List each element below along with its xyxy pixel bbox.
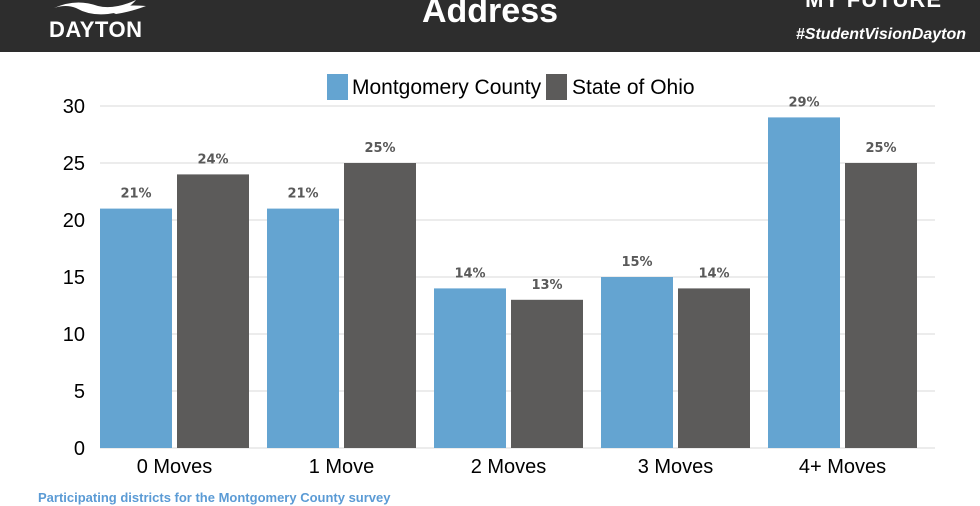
bar-montgomery [434, 288, 506, 448]
legend-label: Montgomery County [352, 76, 542, 99]
legend-swatch-ohio [546, 74, 567, 100]
bar-chart: 21% 24% 21% 25% 14% 13% 15% 14% 29% 25% 0 5 10 15 20 2… [63, 74, 935, 478]
data-label: 21% [120, 187, 151, 202]
y-tick-label: 10 [63, 324, 85, 346]
data-label: 25% [865, 141, 896, 156]
header-hashtag: #StudentVisionDayton [795, 26, 966, 43]
bar-ohio [678, 288, 750, 448]
y-tick-label: 25 [63, 153, 85, 175]
x-tick-label: 1 Move [309, 456, 375, 478]
bar-montgomery [768, 117, 840, 449]
x-tick-label: 3 Moves [638, 456, 714, 478]
legend-swatch-montgomery [327, 74, 348, 100]
logo-text: DAYTON [49, 17, 143, 42]
y-axis: 0 5 10 15 20 25 30 [63, 96, 85, 460]
data-label: 21% [287, 187, 318, 202]
header-right-title: MY FUTURE [805, 0, 942, 15]
bar-ohio [511, 299, 583, 448]
bar-montgomery [267, 208, 339, 448]
bar-montgomery [601, 277, 673, 448]
data-labels: 21% 24% 21% 25% 14% 13% 15% 14% 29% 25% [120, 95, 896, 292]
page-title: Address [421, 0, 559, 30]
data-label: 15% [621, 255, 652, 270]
bar-ohio [177, 174, 249, 448]
bar-montgomery [100, 208, 172, 448]
x-axis: 0 Moves 1 Move 2 Moves 3 Moves 4+ Moves [137, 456, 886, 478]
data-label: 29% [788, 95, 819, 110]
data-label: 14% [698, 266, 729, 281]
bar-ohio [845, 163, 917, 448]
bar-ohio [344, 163, 416, 448]
dayton-logo-icon [54, 0, 146, 15]
y-tick-label: 30 [63, 96, 85, 118]
data-label: 24% [197, 152, 228, 167]
data-label: 13% [531, 278, 562, 293]
legend-label: State of Ohio [572, 76, 695, 99]
legend: Montgomery County State of Ohio [327, 74, 695, 100]
bars [100, 117, 917, 449]
data-label: 25% [364, 141, 395, 156]
y-tick-label: 20 [63, 210, 85, 232]
x-tick-label: 0 Moves [137, 456, 213, 478]
header-bar: DAYTON Address MY FUTURE #StudentVisionD… [0, 0, 980, 52]
y-tick-label: 5 [74, 381, 85, 403]
y-tick-label: 15 [63, 267, 85, 289]
data-label: 14% [454, 266, 485, 281]
y-tick-label: 0 [74, 438, 85, 460]
x-tick-label: 4+ Moves [799, 456, 886, 478]
x-tick-label: 2 Moves [471, 456, 547, 478]
footer-note: Participating districts for the Montgome… [38, 490, 391, 505]
